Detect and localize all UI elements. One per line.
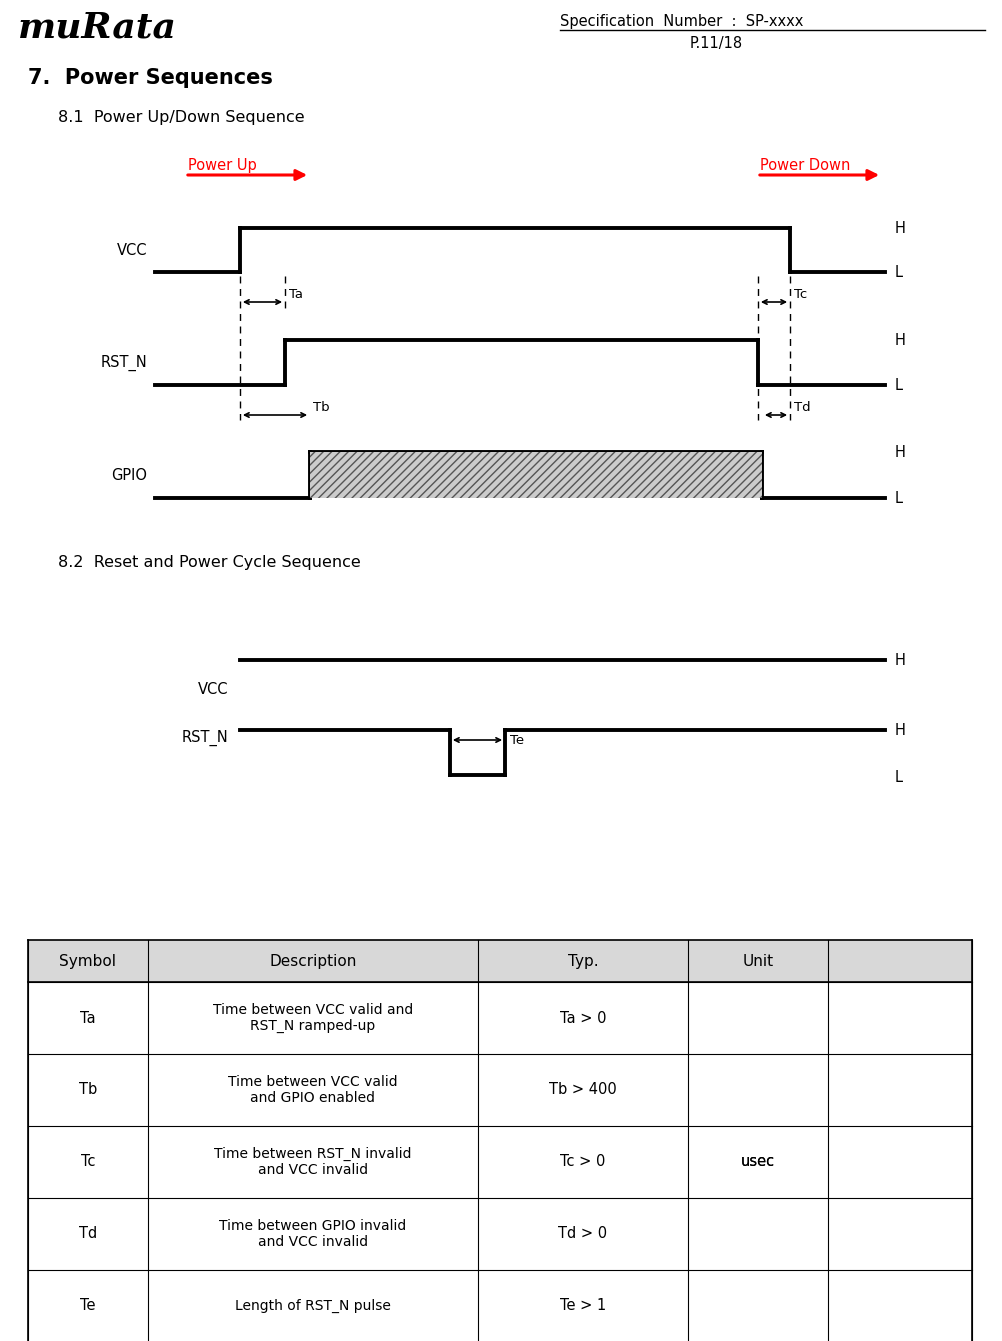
Text: Symbol: Symbol bbox=[59, 953, 116, 968]
Text: H: H bbox=[894, 653, 905, 668]
Text: Tb: Tb bbox=[79, 1082, 97, 1097]
Text: Ta: Ta bbox=[80, 1011, 96, 1026]
Text: Power Up: Power Up bbox=[187, 158, 257, 173]
Text: Tb > 400: Tb > 400 bbox=[548, 1082, 616, 1097]
Text: Specification  Number  :  SP-xxxx: Specification Number : SP-xxxx bbox=[559, 13, 803, 30]
Text: H: H bbox=[894, 333, 905, 347]
Text: L: L bbox=[894, 264, 902, 279]
Text: usec: usec bbox=[740, 1155, 775, 1169]
Text: muRata: muRata bbox=[18, 9, 176, 44]
Text: VCC: VCC bbox=[197, 683, 227, 697]
Text: Power Down: Power Down bbox=[760, 158, 850, 173]
Text: Time between VCC valid
and GPIO enabled: Time between VCC valid and GPIO enabled bbox=[228, 1075, 398, 1105]
Text: 8.1  Power Up/Down Sequence: 8.1 Power Up/Down Sequence bbox=[58, 110, 305, 125]
Text: 7.  Power Sequences: 7. Power Sequences bbox=[28, 68, 273, 89]
Text: Time between VCC valid and
RST_N ramped-up: Time between VCC valid and RST_N ramped-… bbox=[212, 1003, 413, 1033]
Text: RST_N: RST_N bbox=[100, 354, 147, 370]
Text: 8.2  Reset and Power Cycle Sequence: 8.2 Reset and Power Cycle Sequence bbox=[58, 555, 361, 570]
Text: Time between GPIO invalid
and VCC invalid: Time between GPIO invalid and VCC invali… bbox=[219, 1219, 406, 1248]
Bar bbox=[28, 940, 971, 982]
Text: H: H bbox=[894, 220, 905, 236]
Text: Td: Td bbox=[79, 1227, 97, 1242]
Text: Time between RST_N invalid
and VCC invalid: Time between RST_N invalid and VCC inval… bbox=[214, 1147, 412, 1177]
Text: L: L bbox=[894, 770, 902, 784]
Text: usec: usec bbox=[740, 1155, 775, 1169]
Text: Ta > 0: Ta > 0 bbox=[559, 1011, 605, 1026]
Text: Tc: Tc bbox=[794, 288, 807, 300]
Text: GPIO: GPIO bbox=[111, 468, 147, 483]
Text: Typ.: Typ. bbox=[567, 953, 598, 968]
Bar bbox=[310, 452, 762, 498]
Text: Td: Td bbox=[794, 401, 810, 414]
Text: H: H bbox=[894, 444, 905, 460]
Text: Tb: Tb bbox=[313, 401, 330, 414]
Text: L: L bbox=[894, 491, 902, 506]
Text: RST_N: RST_N bbox=[181, 730, 227, 746]
Text: Te > 1: Te > 1 bbox=[559, 1298, 605, 1313]
Text: P.11/18: P.11/18 bbox=[689, 36, 742, 51]
Text: Te: Te bbox=[509, 734, 524, 747]
Text: Unit: Unit bbox=[741, 953, 773, 968]
Text: Tc > 0: Tc > 0 bbox=[560, 1155, 605, 1169]
Text: Te: Te bbox=[80, 1298, 95, 1313]
Text: Td > 0: Td > 0 bbox=[558, 1227, 607, 1242]
Text: Ta: Ta bbox=[289, 288, 303, 300]
Text: H: H bbox=[894, 723, 905, 738]
Text: VCC: VCC bbox=[116, 243, 147, 257]
Text: L: L bbox=[894, 378, 902, 393]
Text: Tc: Tc bbox=[81, 1155, 95, 1169]
Text: Length of RST_N pulse: Length of RST_N pulse bbox=[234, 1299, 391, 1313]
Text: Description: Description bbox=[270, 953, 357, 968]
